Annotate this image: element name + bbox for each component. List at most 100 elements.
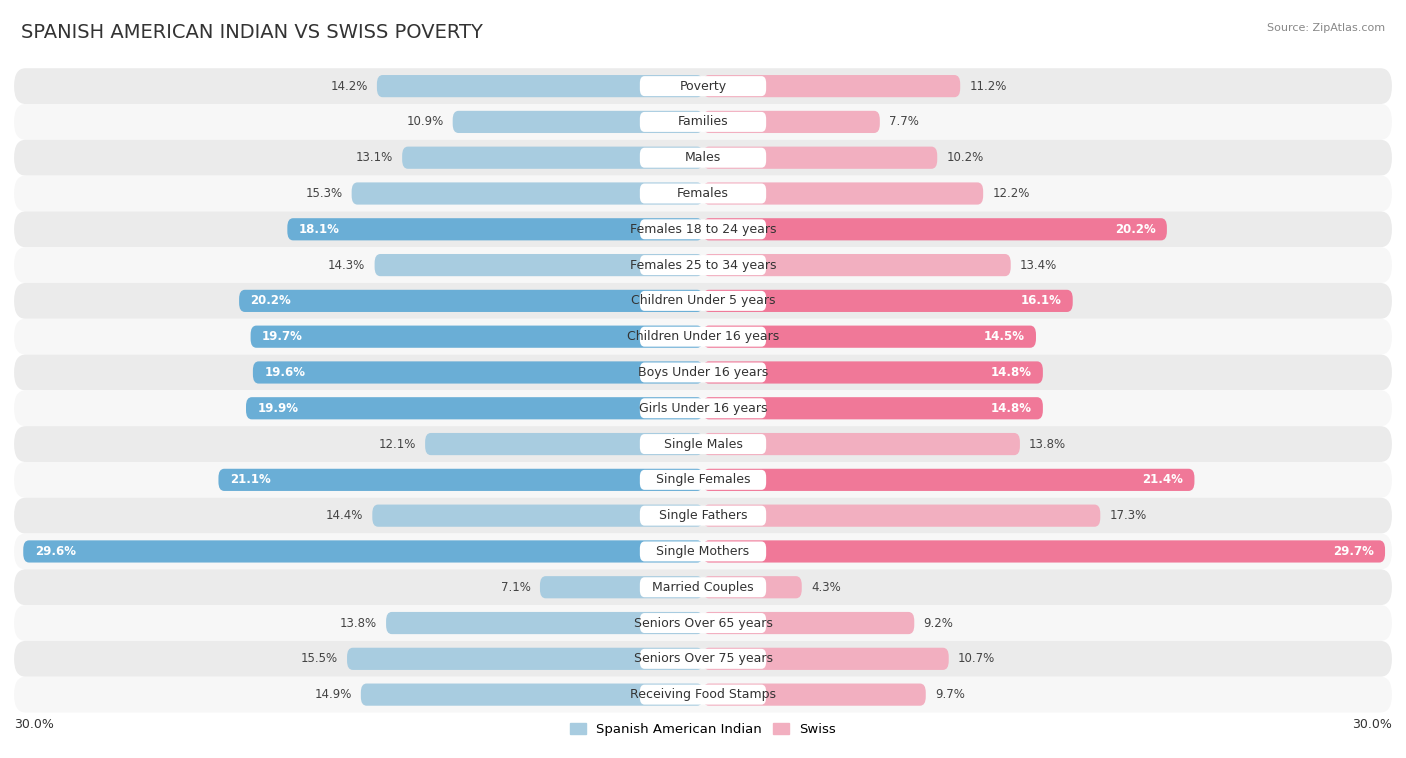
FancyBboxPatch shape — [640, 148, 766, 168]
Text: 20.2%: 20.2% — [250, 294, 291, 308]
FancyBboxPatch shape — [703, 433, 1019, 455]
Text: 17.3%: 17.3% — [1109, 509, 1147, 522]
Text: Single Females: Single Females — [655, 473, 751, 487]
Text: 15.5%: 15.5% — [301, 653, 337, 666]
Text: 29.7%: 29.7% — [1333, 545, 1374, 558]
Text: Families: Families — [678, 115, 728, 128]
FancyBboxPatch shape — [239, 290, 703, 312]
FancyBboxPatch shape — [703, 290, 1073, 312]
Text: 19.6%: 19.6% — [264, 366, 305, 379]
FancyBboxPatch shape — [703, 397, 1043, 419]
Legend: Spanish American Indian, Swiss: Spanish American Indian, Swiss — [565, 718, 841, 741]
FancyBboxPatch shape — [14, 247, 1392, 283]
FancyBboxPatch shape — [14, 176, 1392, 211]
FancyBboxPatch shape — [640, 327, 766, 346]
Text: Single Males: Single Males — [664, 437, 742, 450]
Text: 11.2%: 11.2% — [969, 80, 1007, 92]
FancyBboxPatch shape — [640, 541, 766, 562]
FancyBboxPatch shape — [402, 146, 703, 169]
FancyBboxPatch shape — [14, 68, 1392, 104]
Text: 13.8%: 13.8% — [1029, 437, 1066, 450]
FancyBboxPatch shape — [640, 219, 766, 240]
FancyBboxPatch shape — [640, 183, 766, 203]
FancyBboxPatch shape — [703, 326, 1036, 348]
FancyBboxPatch shape — [14, 426, 1392, 462]
Text: Boys Under 16 years: Boys Under 16 years — [638, 366, 768, 379]
FancyBboxPatch shape — [703, 362, 1043, 384]
Text: 7.7%: 7.7% — [889, 115, 920, 128]
FancyBboxPatch shape — [352, 183, 703, 205]
FancyBboxPatch shape — [640, 470, 766, 490]
Text: Females 25 to 34 years: Females 25 to 34 years — [630, 258, 776, 271]
Text: 14.3%: 14.3% — [328, 258, 366, 271]
FancyBboxPatch shape — [640, 291, 766, 311]
Text: Girls Under 16 years: Girls Under 16 years — [638, 402, 768, 415]
Text: 14.8%: 14.8% — [990, 366, 1032, 379]
FancyBboxPatch shape — [703, 684, 925, 706]
Text: Receiving Food Stamps: Receiving Food Stamps — [630, 688, 776, 701]
FancyBboxPatch shape — [14, 677, 1392, 713]
FancyBboxPatch shape — [453, 111, 703, 133]
Text: 10.9%: 10.9% — [406, 115, 443, 128]
FancyBboxPatch shape — [14, 139, 1392, 176]
Text: 13.4%: 13.4% — [1019, 258, 1057, 271]
FancyBboxPatch shape — [703, 540, 1385, 562]
Text: 29.6%: 29.6% — [35, 545, 76, 558]
Text: Females: Females — [678, 187, 728, 200]
FancyBboxPatch shape — [387, 612, 703, 634]
Text: 4.3%: 4.3% — [811, 581, 841, 594]
Text: SPANISH AMERICAN INDIAN VS SWISS POVERTY: SPANISH AMERICAN INDIAN VS SWISS POVERTY — [21, 23, 484, 42]
FancyBboxPatch shape — [640, 112, 766, 132]
FancyBboxPatch shape — [373, 505, 703, 527]
FancyBboxPatch shape — [253, 362, 703, 384]
Text: Single Fathers: Single Fathers — [659, 509, 747, 522]
FancyBboxPatch shape — [374, 254, 703, 276]
Text: 14.2%: 14.2% — [330, 80, 368, 92]
FancyBboxPatch shape — [703, 648, 949, 670]
FancyBboxPatch shape — [640, 684, 766, 705]
Text: Source: ZipAtlas.com: Source: ZipAtlas.com — [1267, 23, 1385, 33]
FancyBboxPatch shape — [640, 255, 766, 275]
Text: 10.2%: 10.2% — [946, 151, 984, 164]
FancyBboxPatch shape — [14, 605, 1392, 641]
FancyBboxPatch shape — [703, 505, 1101, 527]
Text: Children Under 5 years: Children Under 5 years — [631, 294, 775, 308]
FancyBboxPatch shape — [640, 362, 766, 383]
Text: 12.2%: 12.2% — [993, 187, 1029, 200]
FancyBboxPatch shape — [14, 641, 1392, 677]
FancyBboxPatch shape — [14, 211, 1392, 247]
Text: 7.1%: 7.1% — [501, 581, 531, 594]
FancyBboxPatch shape — [425, 433, 703, 455]
FancyBboxPatch shape — [24, 540, 703, 562]
Text: 14.5%: 14.5% — [984, 330, 1025, 343]
FancyBboxPatch shape — [703, 75, 960, 97]
Text: Poverty: Poverty — [679, 80, 727, 92]
FancyBboxPatch shape — [703, 468, 1195, 491]
Text: 19.7%: 19.7% — [262, 330, 302, 343]
Text: 21.4%: 21.4% — [1142, 473, 1182, 487]
Text: 20.2%: 20.2% — [1115, 223, 1156, 236]
FancyBboxPatch shape — [703, 576, 801, 598]
Text: 21.1%: 21.1% — [231, 473, 271, 487]
Text: 13.1%: 13.1% — [356, 151, 392, 164]
Text: 14.8%: 14.8% — [990, 402, 1032, 415]
FancyBboxPatch shape — [14, 355, 1392, 390]
FancyBboxPatch shape — [703, 146, 938, 169]
Text: 9.7%: 9.7% — [935, 688, 965, 701]
FancyBboxPatch shape — [703, 183, 983, 205]
FancyBboxPatch shape — [703, 218, 1167, 240]
FancyBboxPatch shape — [640, 649, 766, 669]
Text: Males: Males — [685, 151, 721, 164]
FancyBboxPatch shape — [640, 506, 766, 525]
FancyBboxPatch shape — [640, 434, 766, 454]
Text: 16.1%: 16.1% — [1021, 294, 1062, 308]
Text: Single Mothers: Single Mothers — [657, 545, 749, 558]
FancyBboxPatch shape — [640, 398, 766, 418]
FancyBboxPatch shape — [218, 468, 703, 491]
FancyBboxPatch shape — [640, 613, 766, 633]
FancyBboxPatch shape — [377, 75, 703, 97]
FancyBboxPatch shape — [347, 648, 703, 670]
Text: 19.9%: 19.9% — [257, 402, 298, 415]
FancyBboxPatch shape — [640, 76, 766, 96]
Text: 30.0%: 30.0% — [14, 718, 53, 731]
